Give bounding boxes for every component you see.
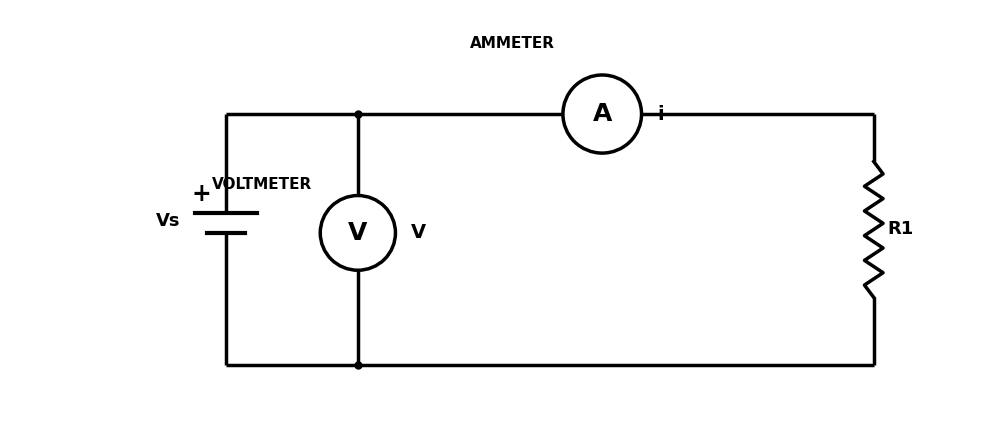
Text: VOLTMETER: VOLTMETER	[212, 177, 312, 192]
Text: R1: R1	[888, 220, 914, 239]
Text: V: V	[348, 221, 367, 245]
Text: +: +	[191, 182, 211, 206]
Text: Vs: Vs	[155, 212, 180, 230]
Text: AMMETER: AMMETER	[470, 36, 556, 51]
Text: V: V	[411, 224, 426, 243]
Text: i: i	[657, 105, 664, 123]
Ellipse shape	[320, 195, 395, 270]
Text: A: A	[593, 102, 612, 126]
Ellipse shape	[563, 75, 642, 153]
